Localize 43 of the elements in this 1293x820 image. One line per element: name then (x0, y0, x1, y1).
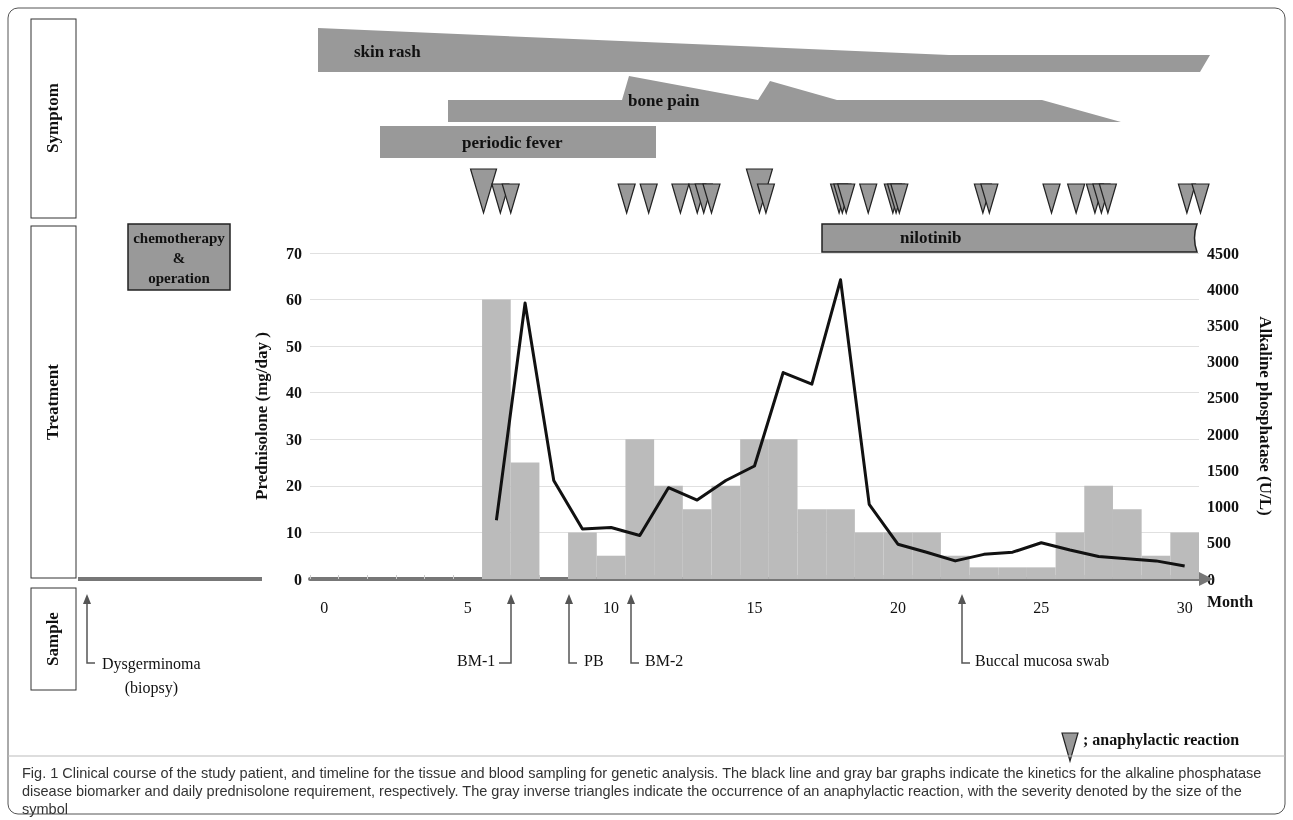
y2-tick-label: 1000 (1207, 498, 1239, 516)
x-axis-title: Month (1207, 592, 1254, 610)
text: Sample (43, 612, 63, 666)
text: BM-1 (457, 652, 496, 670)
x-tick-label: 25 (1033, 598, 1050, 616)
x-tick-label: 30 (1176, 598, 1193, 616)
x-tick-label: 0 (320, 598, 329, 616)
y2-tick-label: 3000 (1207, 353, 1239, 371)
y-tick-label: 20 (286, 477, 302, 495)
y2-tick-label: 2500 (1207, 389, 1239, 407)
text: bone pain (628, 91, 700, 111)
y2-axis-title: Alkaline phosphatase (U/L) (1256, 316, 1275, 516)
text: Buccal mucosa swab (975, 652, 1110, 670)
x-tick-label: 5 (463, 598, 472, 616)
line-series (494, 278, 1187, 568)
text: nilotinib (900, 228, 962, 248)
y-axis-title: Prednisolone (mg/day ) (252, 332, 271, 500)
y-tick-label: 10 (286, 523, 302, 541)
y2-tick-label: 500 (1207, 534, 1231, 552)
text: Treatment (43, 364, 63, 440)
y-tick-label: 60 (286, 291, 302, 309)
text: PB (584, 652, 604, 670)
text: chemotherapy & operation (132, 229, 226, 288)
y-tick-label: 40 (286, 384, 302, 402)
text: Dysgerminoma (biopsy) (102, 654, 201, 699)
text: BM-2 (645, 652, 684, 670)
x-tick-label: 15 (746, 598, 763, 616)
text: ; anaphylactic reaction (1083, 731, 1240, 749)
y2-tick-label: 1500 (1207, 461, 1239, 479)
y2-tick-label: 4000 (1207, 280, 1239, 298)
y2-tick-label: 4500 (1207, 244, 1239, 262)
x-tick-label: 20 (889, 598, 906, 616)
caption: Fig. 1 Clinical course of the study patient, and timeline for the tissue and blood sampling for genetic analysis. The black line and gray bar graphs indicate the kinetics for the alkaline phosphatase disease biomarker and daily prednisolone requirement, respectively. The gray inverse triangles indicate the occurrence of an anaphylactic reaction, with the severity denoted by the size of the symbol (22, 764, 1263, 818)
y-tick-label: 70 (286, 244, 302, 262)
y2-tick-label: 2000 (1207, 425, 1239, 443)
text: periodic fever (462, 133, 563, 153)
x-tick-label: 10 (603, 598, 620, 616)
y-tick-label: 50 (286, 337, 302, 355)
y-tick-label: 30 (286, 430, 302, 448)
y-tick-label: 0 (294, 570, 302, 588)
text: Symptom (43, 83, 63, 153)
y2-tick-label: 3500 (1207, 316, 1239, 334)
text: skin rash (354, 42, 421, 62)
